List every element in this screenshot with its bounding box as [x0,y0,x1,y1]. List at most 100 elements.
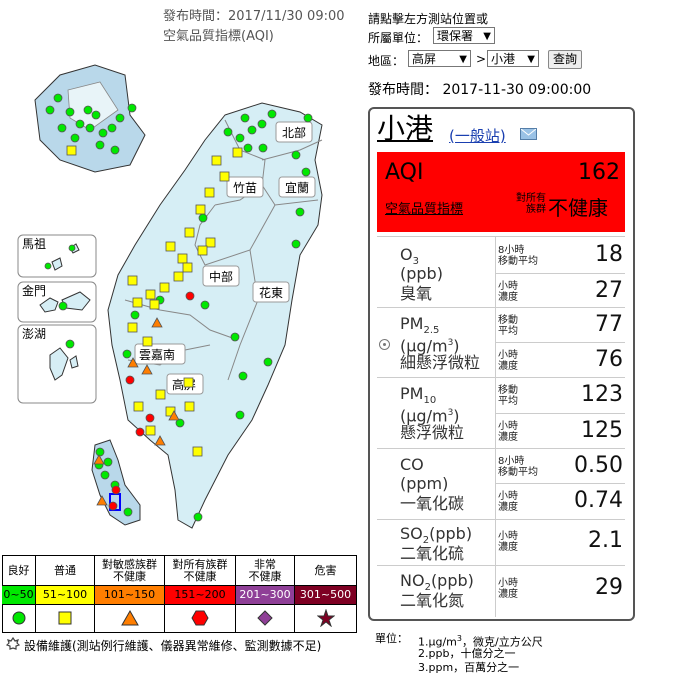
so2-avg-label: 小時 濃度 [498,531,518,553]
no2-avg-label: 小時 濃度 [498,578,518,600]
o3-name: 臭氧 [400,284,433,303]
taiwan-map[interactable]: 北部 竹苗 宜蘭 中部 花東 雲嘉南 高屏 馬祖 金門 澎湖 [0,60,365,552]
legend-header-2: 對敏感族群 不健康 [95,556,165,586]
station-type-link[interactable]: (一般站) [449,127,506,145]
legend-range-5: 301~500 [295,586,357,604]
pm25-label: PM2.5 [400,314,440,337]
separator-arrow: > [476,52,487,66]
region-hsinchu-miaoli: 竹苗 [233,181,257,195]
station-select[interactable]: 小港 ▼ [487,50,539,67]
pm25-unit: (μg/m3) [400,336,460,356]
co-name: 一氧化碳 [400,494,465,513]
legend-header-3: 對所有族群 不健康 [165,556,236,586]
o3-label: O3 [400,245,419,268]
station-panel [368,107,635,621]
publish-time: 發布時間：2017/11/30 09:00 [163,9,345,24]
circle-icon [2,604,36,632]
region-central: 中部 [209,269,233,284]
region-huatung: 花東 [259,285,283,300]
agency-select[interactable]: 環保署 ▼ [433,27,495,44]
instruction-text: 請點擊左方測站位置或 [368,12,489,26]
units-line-1: 1.μg/m3，微克/立方公尺 [418,634,543,649]
o3-avg-label: 8小時 移動平均 [498,245,538,267]
stations-usg [93,317,180,506]
chevron-down-icon: ▼ [459,54,467,65]
o3-8hr-value: 18 [595,242,623,267]
inset-matsu-label: 馬祖 [22,236,46,251]
pm10-label: PM10 [400,384,437,407]
query-button[interactable]: 查詢 [548,50,582,69]
so2-hourly-value: 2.1 [588,528,623,553]
pm10-avg-label: 移動 平均 [498,385,518,407]
units-line-2: 2.ppb，十億分之一 [418,647,516,660]
legend-range-1: 51~100 [36,586,95,604]
legend-range-4: 201~300 [236,586,295,604]
pm25-hourly-label: 小時 濃度 [498,350,518,372]
aqi-label: AQI [385,160,424,185]
taiwan-island [107,102,323,529]
co-8hr-value: 0.50 [574,453,623,478]
pm25-hourly-value: 76 [595,347,623,372]
station-name: 小港 [377,112,434,145]
legend-header-1: 普通 [36,556,95,586]
so2-label: SO2(ppb) [400,524,473,547]
no2-hourly-value: 29 [595,575,623,600]
legend-range-3: 151~200 [165,586,236,604]
chevron-down-icon: ▼ [483,31,491,42]
pm10-moving-value: 123 [581,382,623,407]
inset-penghu-label: 澎湖 [22,326,46,341]
diamond-icon [236,604,295,632]
status-prefix: 對所有 族群 [516,193,546,215]
legend-header-5: 危害 [295,556,357,586]
so2-name: 二氧化硫 [400,544,465,563]
pm25-name: 細懸浮微粒 [400,353,481,372]
star-icon [295,604,357,632]
status-text: 不健康 [548,196,608,220]
stations-unhealthy [108,291,195,511]
legend-header-4: 非常 不健康 [236,556,295,586]
aqi-box [377,152,625,232]
mail-icon[interactable] [520,128,537,140]
pm10-hourly-value: 125 [581,418,623,443]
region-select[interactable]: 高屏 ▼ [408,50,471,67]
station-publish-time: 發布時間： 2017-11-30 09:00:00 [368,82,592,98]
square-icon [36,604,95,632]
co-unit: (ppm) [400,474,449,493]
pm10-name: 懸浮微粒 [400,423,465,442]
region-north: 北部 [282,125,306,140]
units-line-3: 3.ppm，百萬分之一 [418,661,520,674]
legend-range-0: 0~50 [2,586,36,604]
pm10-unit: (μg/m3) [400,406,460,426]
triangle-icon [95,604,165,632]
no2-label: NO2(ppb) [400,571,474,594]
chevron-down-icon: ▼ [527,54,535,65]
maintenance-text: 設備維護(測站例行維護、儀器異常維修、監測數據不足) [24,639,322,653]
aqi-title: 空氣品質指標(AQI) [163,29,274,44]
maintenance-icon [6,637,20,650]
co-hourly-value: 0.74 [574,488,623,513]
co-avg-label: 8小時 移動平均 [498,456,538,478]
aqi-info-link[interactable]: 空氣品質指標 [385,202,464,217]
no2-name: 二氧化氮 [400,591,465,610]
radio-icon[interactable] [379,339,390,350]
co-label: CO [400,455,424,474]
inset-kinmen-label: 金門 [22,283,46,298]
region-label: 地區： [368,54,405,68]
legend-range-2: 101~150 [95,586,165,604]
region-yunjianan: 雲嘉南 [139,347,175,362]
pm25-avg-label: 移動 平均 [498,315,518,337]
legend-header-0: 良好 [2,556,36,586]
region-yilan: 宜蘭 [285,180,309,195]
pm25-moving-value: 77 [595,312,623,337]
stations-good [44,93,313,522]
stations-moderate [66,145,243,457]
o3-unit: (ppb) [400,264,443,283]
o3-hourly-label: 小時 濃度 [498,281,518,303]
o3-hourly-value: 27 [595,278,623,303]
units-label: 單位： [375,632,408,645]
co-hourly-label: 小時 濃度 [498,491,518,513]
hexagon-icon [165,604,236,632]
pm10-hourly-label: 小時 濃度 [498,421,518,443]
agency-label: 所屬單位： [368,31,429,45]
aqi-value: 162 [578,160,620,185]
